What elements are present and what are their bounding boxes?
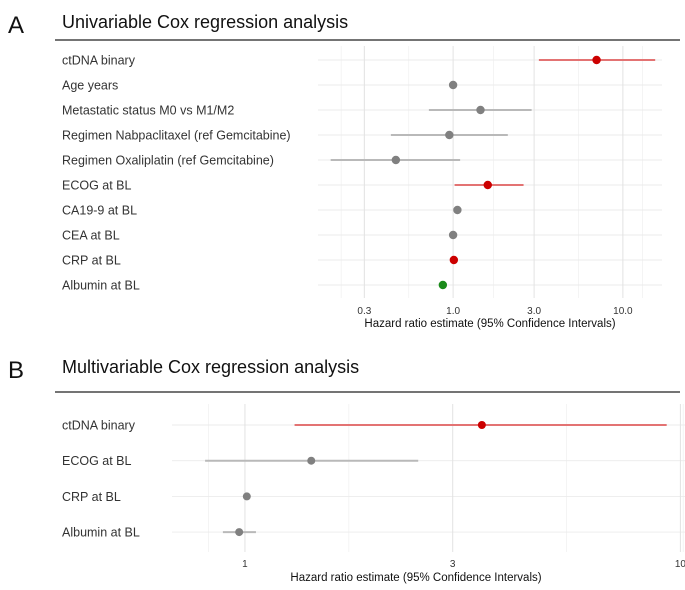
panel-a-hr-point bbox=[476, 105, 485, 115]
panel-b-hr-point bbox=[235, 528, 244, 537]
panel-a-row-label: Regimen Nabpaclitaxel (ref Gemcitabine) bbox=[62, 129, 291, 143]
panel-a-row-label: Albumin at BL bbox=[62, 279, 140, 293]
panel-a-letter: A bbox=[8, 12, 24, 39]
panel-a-row-label: ctDNA binary bbox=[62, 54, 136, 68]
panel-b-x-tick-label: 10 bbox=[675, 559, 685, 570]
panel-b-hr-point bbox=[242, 492, 251, 501]
panel-a-x-axis-title: Hazard ratio estimate (95% Confidence In… bbox=[364, 318, 615, 330]
panel-b-x-tick-label: 1 bbox=[242, 559, 248, 570]
panel-a-hr-point bbox=[438, 280, 448, 290]
panel-b-hr-point bbox=[477, 421, 486, 429]
panel-b-row-label: ECOG at BL bbox=[62, 454, 132, 468]
panel-a-hr-point bbox=[592, 55, 601, 65]
panel-a-x-tick-label: 0.3 bbox=[357, 306, 371, 317]
panel-a-row-label: CRP at BL bbox=[62, 254, 121, 268]
panel-a-x-tick-label: 1.0 bbox=[446, 306, 460, 317]
panel-a-row-label: ECOG at BL bbox=[62, 179, 132, 193]
panel-a-row-label: CA19-9 at BL bbox=[62, 204, 137, 218]
panel-b-x-axis-title: Hazard ratio estimate (95% Confidence In… bbox=[290, 572, 541, 584]
panel-a-hr-point bbox=[448, 80, 458, 90]
panel-a-hr-point bbox=[453, 205, 462, 215]
panel-a-x-tick-label: 10.0 bbox=[613, 306, 633, 317]
panel-b-plot: 1 3 10 ctDNA binary ECOG at BL CRP at BL Album… bbox=[62, 404, 685, 570]
panel-a-x-tick-label: 3.0 bbox=[527, 306, 541, 317]
panel-a-row-label: Metastatic status M0 vs M1/M2 bbox=[62, 104, 234, 118]
panel-a-hr-point bbox=[391, 155, 401, 165]
panel-b-x-tick-label: 3 bbox=[450, 559, 456, 570]
panel-b-hr-point bbox=[307, 456, 316, 465]
panel-a-hr-point bbox=[483, 180, 492, 190]
panel-a-row-label: CEA at BL bbox=[62, 229, 120, 243]
panel-a-row-label: Age years bbox=[62, 79, 118, 93]
panel-b-row-label: ctDNA binary bbox=[62, 419, 136, 433]
panel-a-title: Univariable Cox regression analysis bbox=[62, 12, 348, 32]
panel-a-hr-point bbox=[449, 255, 459, 265]
panel-b-row-label: Albumin at BL bbox=[62, 526, 140, 540]
panel-b-letter: B bbox=[8, 357, 24, 384]
panel-a-row-label: Regimen Oxaliplatin (ref Gemcitabine) bbox=[62, 154, 274, 168]
panel-a-hr-point bbox=[448, 230, 458, 240]
panel-a-hr-point bbox=[445, 130, 454, 140]
panel-a-plot: 0.3 1.0 3.0 10.0 ctDNA binary Age years Metast… bbox=[62, 46, 662, 317]
panel-b-title: Multivariable Cox regression analysis bbox=[62, 357, 359, 377]
panel-b-row-label: CRP at BL bbox=[62, 490, 121, 504]
